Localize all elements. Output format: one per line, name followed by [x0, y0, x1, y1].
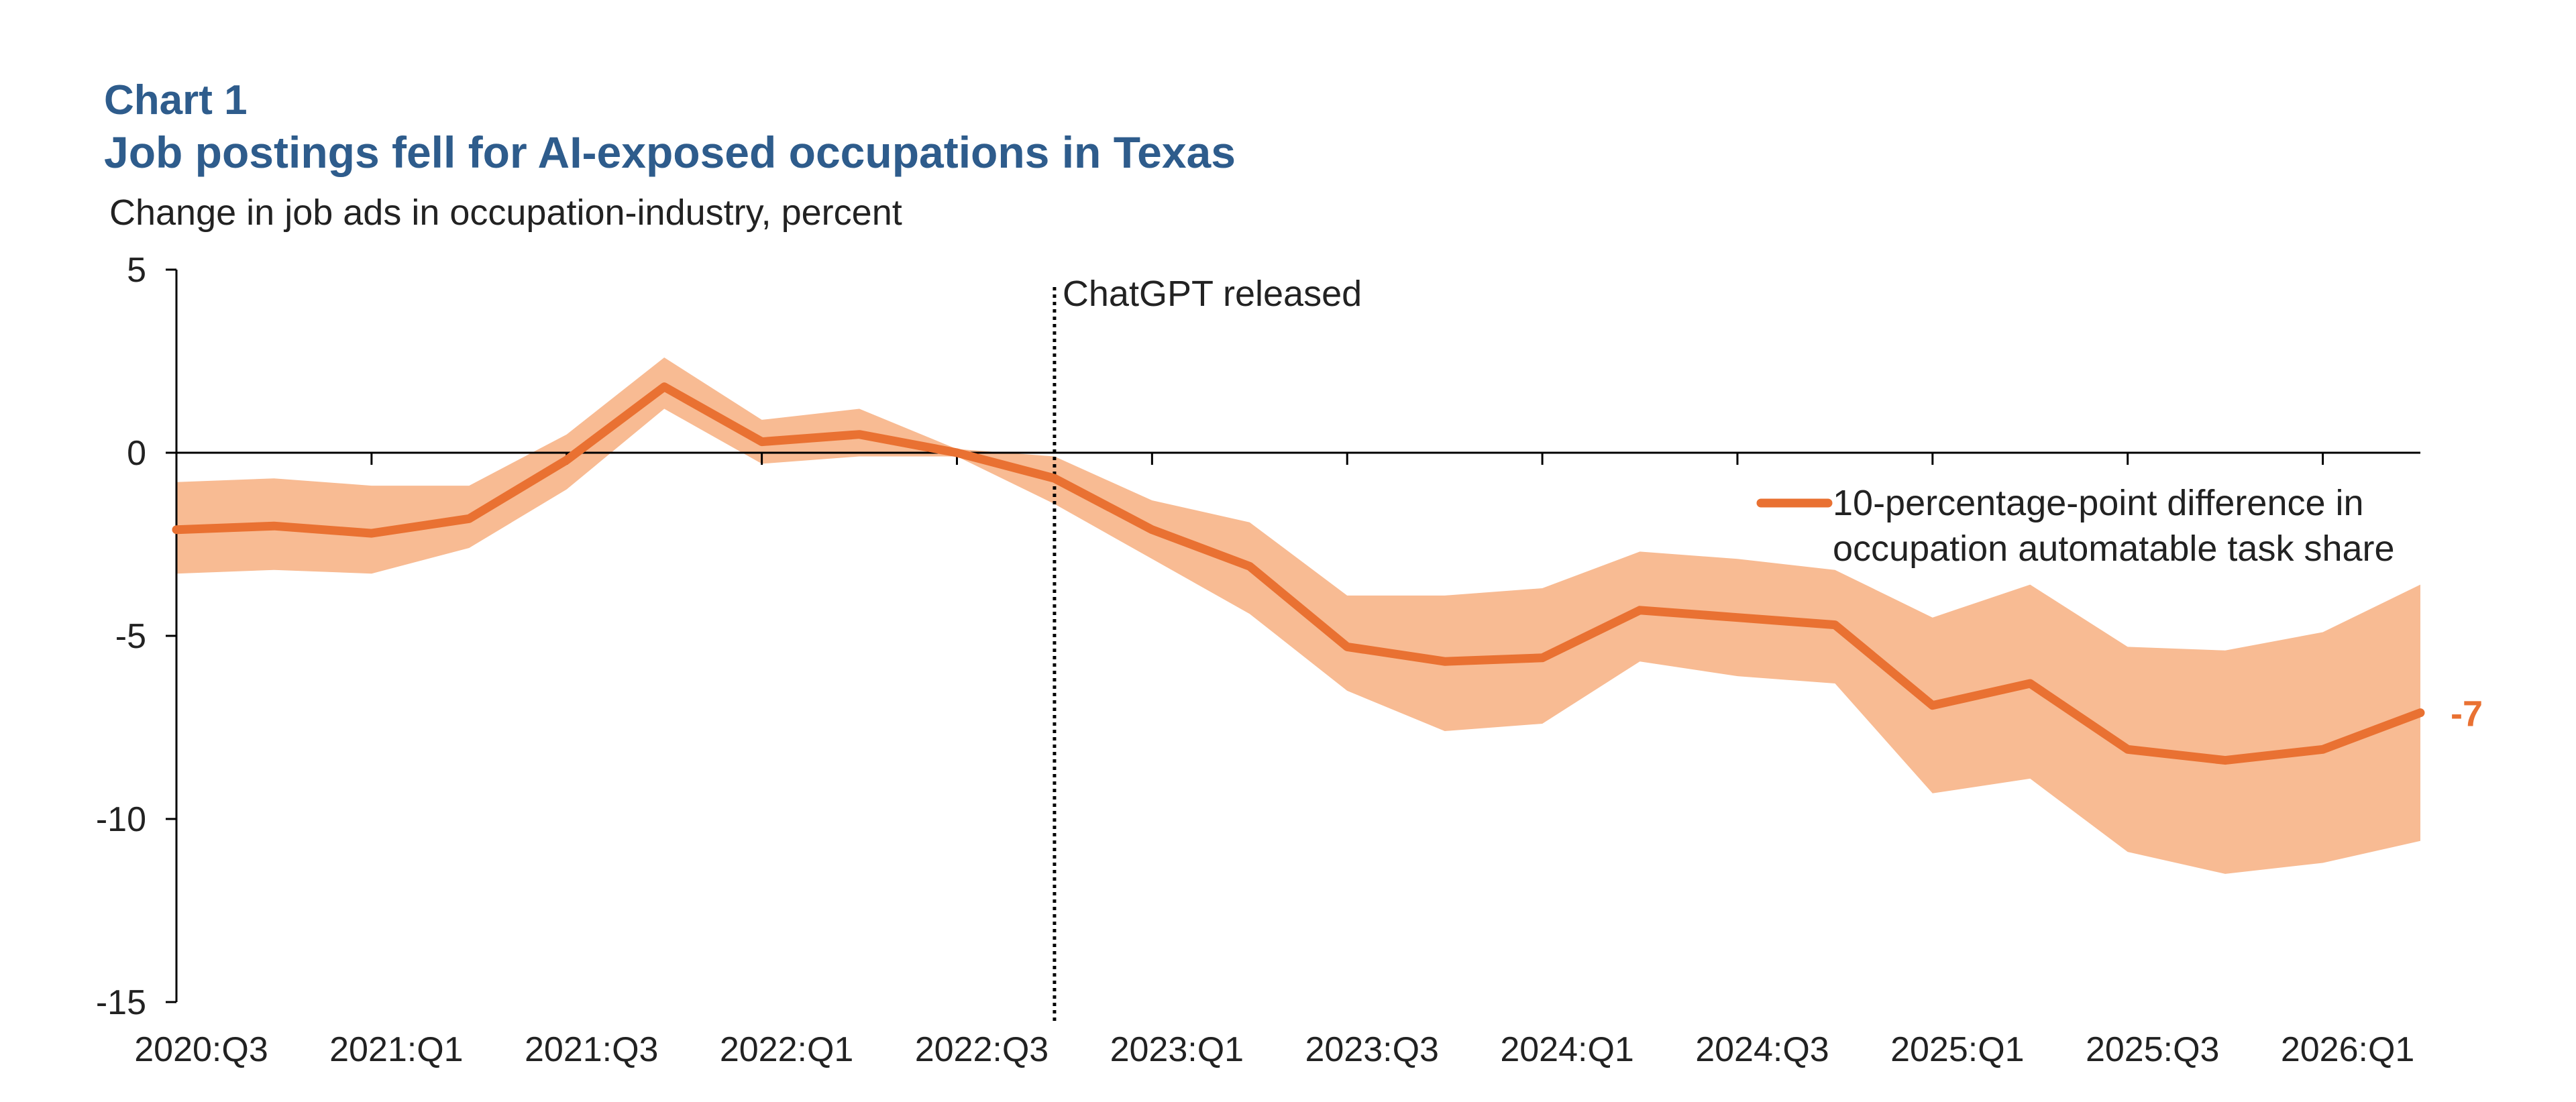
legend: 10-percentage-point difference in occupa…	[1756, 483, 2395, 569]
x-tick-label: 2025:Q1	[1890, 1030, 2025, 1069]
x-tick-label: 2023:Q1	[1110, 1030, 1244, 1069]
x-tick-label: 2020:Q3	[134, 1030, 268, 1069]
chart-title: Job postings fell for AI-exposed occupat…	[104, 127, 1236, 177]
x-tick-label: 2026:Q1	[2281, 1030, 2415, 1069]
x-tick-label: 2024:Q1	[1500, 1030, 1634, 1069]
y-axis-label: Change in job ads in occupation-industry…	[109, 192, 902, 233]
legend-label-line-2: occupation automatable task share	[1833, 529, 2395, 569]
confidence-band	[176, 357, 2420, 874]
plot-area: 5 0 -5 -10 -15 2020:Q3 2021:Q1 2021:Q3 2022:Q1 20…	[96, 251, 2483, 1069]
y-tick-label: -10	[96, 800, 146, 839]
y-tick-label: -15	[96, 983, 146, 1022]
end-value-label: -7	[2451, 694, 2483, 734]
x-tick-label: 2022:Q3	[915, 1030, 1049, 1069]
chart-label: Chart 1	[104, 77, 248, 123]
y-tick-label: 0	[127, 434, 146, 473]
y-tick-label: -5	[115, 617, 146, 656]
annotation-label: ChatGPT released	[1063, 274, 1362, 314]
series-line	[172, 382, 2425, 765]
y-tick-label: 5	[127, 251, 146, 290]
x-tick-label: 2025:Q3	[2086, 1030, 2220, 1069]
legend-label-line-1: 10-percentage-point difference in	[1833, 483, 2364, 523]
x-tick-label: 2023:Q3	[1305, 1030, 1439, 1069]
x-tick-label: 2024:Q3	[1695, 1030, 1829, 1069]
x-tick-label: 2022:Q1	[720, 1030, 854, 1069]
x-tick-label: 2021:Q3	[525, 1030, 659, 1069]
x-tick-label: 2021:Q1	[329, 1030, 464, 1069]
